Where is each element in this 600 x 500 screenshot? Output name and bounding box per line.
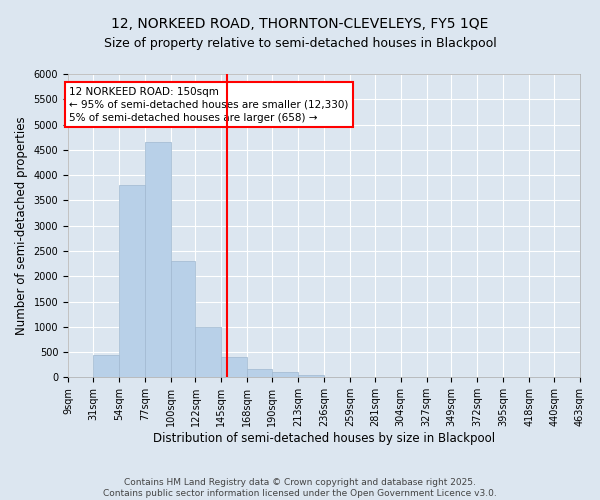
Text: 12 NORKEED ROAD: 150sqm
← 95% of semi-detached houses are smaller (12,330)
5% of: 12 NORKEED ROAD: 150sqm ← 95% of semi-de… [69,86,349,123]
Y-axis label: Number of semi-detached properties: Number of semi-detached properties [15,116,28,335]
Text: Size of property relative to semi-detached houses in Blackpool: Size of property relative to semi-detach… [104,38,496,51]
Bar [298,374,324,378]
Bar [247,369,272,378]
X-axis label: Distribution of semi-detached houses by size in Blackpool: Distribution of semi-detached houses by … [153,432,495,445]
Bar [196,327,221,378]
Bar [221,357,247,378]
Text: 12, NORKEED ROAD, THORNTON-CLEVELEYS, FY5 1QE: 12, NORKEED ROAD, THORNTON-CLEVELEYS, FY… [112,18,488,32]
Bar [145,142,170,378]
Bar [272,372,298,378]
Bar [119,185,145,378]
Bar [170,261,196,378]
Bar [93,354,119,378]
Text: Contains HM Land Registry data © Crown copyright and database right 2025.
Contai: Contains HM Land Registry data © Crown c… [103,478,497,498]
